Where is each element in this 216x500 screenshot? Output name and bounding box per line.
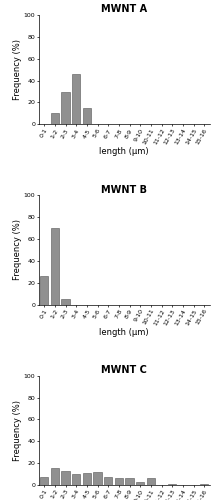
- Bar: [200, 484, 208, 485]
- Bar: [83, 473, 91, 485]
- Y-axis label: Frequency (%): Frequency (%): [13, 400, 22, 461]
- Title: MWNT A: MWNT A: [101, 4, 147, 14]
- Bar: [115, 478, 123, 485]
- Bar: [136, 482, 145, 485]
- Bar: [72, 474, 81, 485]
- Bar: [61, 92, 70, 124]
- Bar: [61, 299, 70, 304]
- Bar: [40, 276, 48, 304]
- Bar: [61, 471, 70, 485]
- Bar: [51, 468, 59, 485]
- Bar: [147, 478, 155, 485]
- Y-axis label: Frequency (%): Frequency (%): [13, 39, 22, 100]
- Bar: [51, 228, 59, 304]
- Bar: [125, 478, 134, 485]
- Bar: [93, 472, 102, 485]
- Bar: [83, 108, 91, 124]
- Bar: [104, 478, 113, 485]
- Bar: [51, 114, 59, 124]
- Title: MWNT B: MWNT B: [101, 184, 147, 194]
- Bar: [40, 478, 48, 485]
- Bar: [72, 74, 81, 124]
- Title: MWNT C: MWNT C: [101, 365, 147, 375]
- Y-axis label: Frequency (%): Frequency (%): [13, 220, 22, 280]
- X-axis label: length (μm): length (μm): [99, 148, 149, 156]
- Bar: [168, 484, 176, 485]
- X-axis label: length (μm): length (μm): [99, 328, 149, 336]
